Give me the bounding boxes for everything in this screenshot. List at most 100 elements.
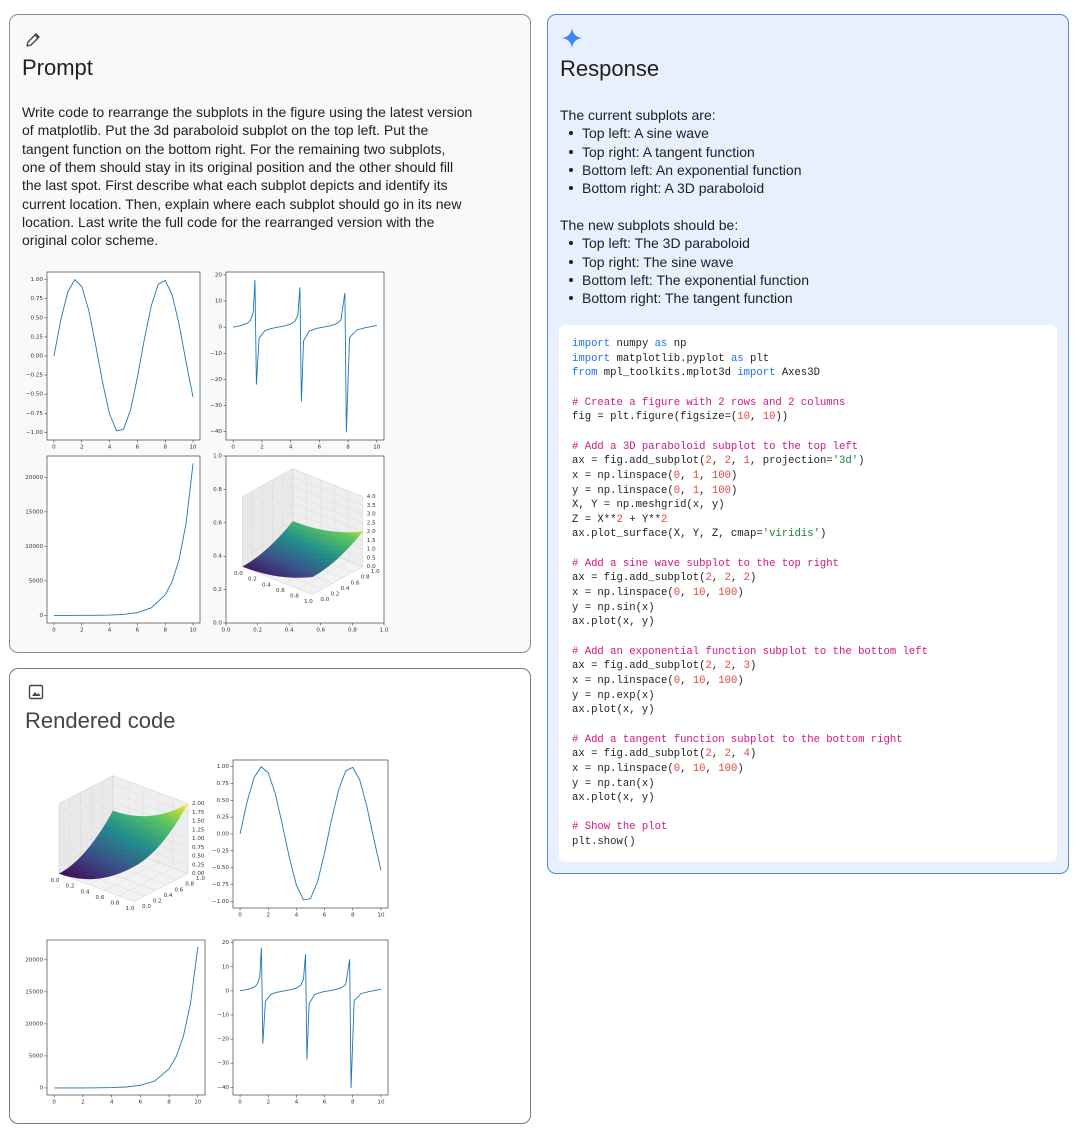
- code-token: 10: [692, 762, 706, 775]
- code-token: ): [730, 469, 738, 482]
- code-token: 1: [692, 469, 700, 482]
- code-line: y = np.tan(x): [572, 777, 655, 791]
- code-line: y = np.exp(x): [572, 689, 655, 703]
- code-line: ax = fig.add_subplot(2, 2, 1, projection…: [572, 454, 864, 468]
- code-token: ): [819, 528, 827, 541]
- code-token: y = np.exp(x): [572, 689, 655, 702]
- code-token: 100: [718, 674, 738, 687]
- code-line: fig = plt.figure(figsize=(10, 10)): [572, 410, 788, 424]
- code-token: ,: [730, 572, 744, 585]
- code-line: Z = X**2 + Y**2: [572, 513, 667, 527]
- code-line: import matplotlib.pyplot as plt: [572, 352, 769, 366]
- code-token: np: [667, 338, 687, 350]
- code-token: numpy: [610, 338, 655, 350]
- code-token: Axes3D: [775, 367, 820, 380]
- code-line: X, Y = np.meshgrid(x, y): [572, 498, 725, 512]
- code-token: ,: [699, 484, 712, 497]
- code-line: # Create a figure with 2 rows and 2 colu…: [572, 396, 845, 410]
- code-token: 2: [724, 748, 731, 761]
- code-line: ax = fig.add_subplot(2, 2, 3): [572, 659, 756, 673]
- code-token: 2: [616, 513, 623, 526]
- code-token: # Create a figure with 2 rows and 2 colu…: [572, 396, 846, 409]
- list-item: Top right: A tangent function: [582, 143, 755, 160]
- bullet: [569, 167, 573, 172]
- code-line: # Show the plot: [572, 820, 667, 834]
- code-token: ,: [711, 572, 725, 585]
- code-token: Z = X**: [572, 513, 617, 526]
- image-icon: [28, 684, 44, 700]
- code-token: 0: [673, 674, 681, 687]
- code-line: y = np.sin(x): [572, 601, 655, 615]
- code-token: 2: [724, 455, 731, 468]
- code-line: plt.show(): [572, 835, 636, 849]
- code-token: ): [750, 572, 757, 585]
- code-token: # Add a 3D paraboloid subplot to the top…: [572, 440, 859, 453]
- code-token: as: [730, 352, 744, 365]
- code-token: import: [737, 367, 776, 380]
- code-token: x = np.linspace(: [572, 469, 674, 482]
- code-token: ,: [730, 748, 744, 761]
- code-token: y = np.sin(x): [572, 601, 655, 614]
- code-token: ,: [680, 587, 693, 600]
- code-token: ax = fig.add_subplot(: [572, 572, 706, 585]
- code-token: 100: [711, 484, 731, 497]
- bullet: [569, 149, 573, 154]
- code-token: ax.plot_surface(X, Y, Z, cmap=: [572, 528, 763, 541]
- code-line: from mpl_toolkits.mplot3d import Axes3D: [572, 366, 820, 380]
- code-token: 100: [718, 762, 738, 775]
- bullet: [569, 131, 573, 136]
- code-line: # Add an exponential function subplot to…: [572, 645, 928, 659]
- list-item: Top right: The sine wave: [582, 253, 734, 270]
- code-token: ,: [699, 469, 712, 482]
- code-token: ,: [750, 411, 763, 424]
- code-token: 10: [692, 587, 706, 600]
- code-token: ,: [711, 748, 725, 761]
- code-token: import: [572, 338, 611, 350]
- code-token: 2: [705, 455, 712, 468]
- code-token: ): [737, 587, 744, 600]
- code-token: x = np.linspace(: [572, 762, 674, 775]
- code-token: 10: [762, 411, 776, 424]
- code-token: 10: [737, 411, 751, 424]
- code-token: 0: [673, 762, 681, 775]
- prompt-line: of matplotlib. Put the 3d paraboloid sub…: [22, 122, 429, 139]
- code-token: 3: [743, 660, 751, 673]
- code-token: 2: [743, 572, 751, 585]
- code-token: # Add a sine wave subplot to the top rig…: [572, 557, 840, 570]
- code-token: ax = fig.add_subplot(: [572, 660, 706, 673]
- response-title: Response: [560, 56, 660, 81]
- list-item: Bottom right: The tangent function: [582, 290, 793, 307]
- code-token: + Y**: [622, 513, 662, 526]
- prompt-title: Prompt: [22, 55, 93, 80]
- code-token: 2: [705, 660, 712, 673]
- bullet: [569, 296, 573, 301]
- prompt-line: one of them should stay in its original …: [22, 158, 454, 175]
- code-token: ): [737, 674, 744, 687]
- bullet: [569, 186, 573, 191]
- code-token: as: [654, 338, 668, 350]
- code-token: ): [750, 748, 757, 761]
- code-token: 0: [673, 587, 681, 600]
- list-item: Bottom left: An exponential function: [582, 161, 802, 178]
- code-token: 10: [692, 674, 706, 687]
- code-line: ax.plot(x, y): [572, 791, 655, 805]
- code-token: 2: [724, 660, 731, 673]
- code-token: ): [737, 762, 744, 775]
- pencil-icon: [26, 33, 40, 47]
- code-line: x = np.linspace(0, 10, 100): [572, 674, 744, 688]
- code-token: x = np.linspace(: [572, 674, 674, 687]
- code-line: import numpy as np: [572, 337, 686, 351]
- code-token: ax = fig.add_subplot(: [572, 748, 706, 761]
- code-token: plt.show(): [572, 836, 636, 849]
- code-token: 4: [743, 748, 751, 761]
- code-token: 2: [705, 748, 712, 761]
- code-token: )): [775, 411, 789, 424]
- code-line: y = np.linspace(0, 1, 100): [572, 484, 737, 498]
- code-token: from: [572, 367, 598, 380]
- code-line: x = np.linspace(0, 10, 100): [572, 762, 744, 776]
- code-line: ax = fig.add_subplot(2, 2, 4): [572, 747, 756, 761]
- code-line: ax = fig.add_subplot(2, 2, 2): [572, 571, 756, 585]
- list-item: Top left: A sine wave: [582, 125, 709, 142]
- code-token: ,: [711, 455, 725, 468]
